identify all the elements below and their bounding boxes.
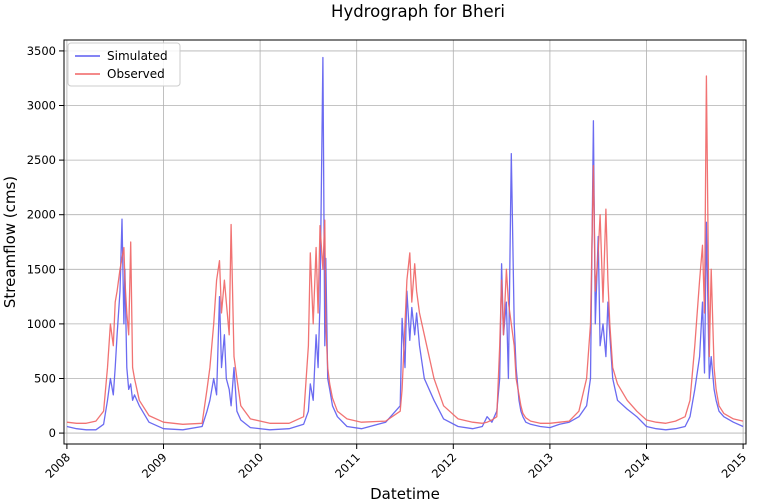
- chart-title: Hydrograph for Bheri: [331, 2, 505, 21]
- x-tick-label: 2015: [719, 450, 750, 481]
- legend-simulated-label: Simulated: [107, 49, 168, 63]
- x-axis-title: Datetime: [370, 485, 440, 502]
- series-lines: [66, 56, 744, 431]
- series-simulated-line: [66, 56, 744, 431]
- x-tick-label: 2013: [525, 450, 556, 481]
- plot-frame: [63, 39, 747, 445]
- x-tick-label: 2008: [42, 450, 73, 481]
- y-tick-label: 1000: [27, 317, 56, 331]
- y-tick-label: 2500: [27, 153, 56, 167]
- x-tick-label: 2010: [236, 450, 267, 481]
- legend: Simulated Observed: [67, 42, 181, 87]
- y-tick-label: 500: [34, 371, 56, 385]
- x-tick-label: 2011: [332, 450, 363, 481]
- series-observed-line: [66, 75, 744, 425]
- x-tick-label: 2012: [429, 450, 460, 481]
- y-tick-label: 0: [49, 426, 56, 440]
- y-tick-label: 1500: [27, 262, 56, 276]
- y-axis-title: Streamflow (cms): [1, 176, 19, 308]
- y-tick-label: 3000: [27, 99, 56, 113]
- grid-lines: [64, 40, 746, 444]
- y-tick-label: 3500: [27, 44, 56, 58]
- legend-observed-label: Observed: [107, 67, 165, 81]
- legend-box: [67, 42, 181, 87]
- x-tick-label: 2014: [622, 450, 653, 481]
- y-tick-label: 2000: [27, 208, 56, 222]
- x-tick-label: 2009: [139, 450, 170, 481]
